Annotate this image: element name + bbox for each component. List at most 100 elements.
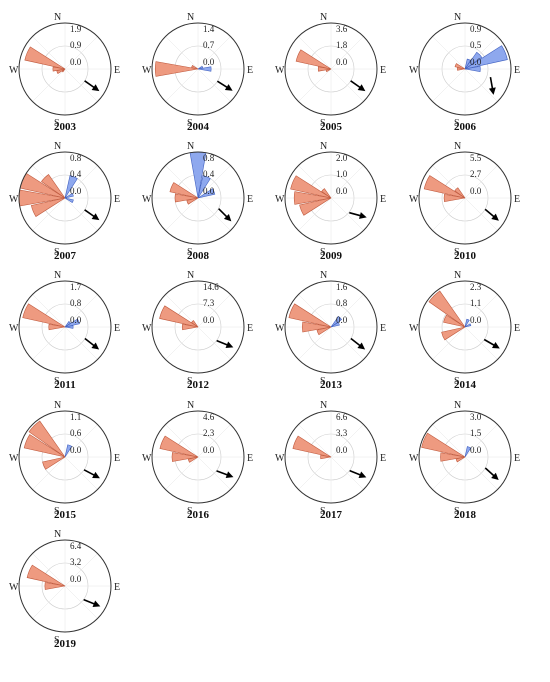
sector-2013-247.5 xyxy=(316,326,332,336)
direction-arrow-head xyxy=(223,213,232,222)
compass-s: S xyxy=(454,376,460,387)
r-tick-label: 0.0 xyxy=(70,57,82,67)
radial-grid-line xyxy=(165,197,199,231)
compass-w: W xyxy=(275,453,285,464)
direction-arrow-head xyxy=(92,600,101,607)
radial-grid-line xyxy=(64,424,98,458)
sector-2015-315 xyxy=(28,420,66,458)
sector-2012-315 xyxy=(191,320,199,328)
sector-2009-315 xyxy=(321,188,332,199)
compass-e: E xyxy=(247,65,253,76)
compass-e: E xyxy=(380,194,386,205)
radial-grid-line xyxy=(64,165,98,199)
sector-2015-292.5 xyxy=(23,434,66,458)
direction-arrow-head xyxy=(224,84,233,91)
wind-rose-2012: 14.6 7.3 0.0 N S E W 2012 xyxy=(142,270,253,391)
r-tick-label: 3.0 xyxy=(470,412,482,422)
radial-grid-line xyxy=(64,197,98,231)
outer-circle xyxy=(151,151,245,245)
outer-circle xyxy=(18,22,112,116)
compass-e: E xyxy=(247,194,253,205)
r-tick-label: 0.0 xyxy=(70,574,82,584)
radial-grid-line xyxy=(197,36,231,70)
radial-grid-line xyxy=(32,197,66,231)
compass-n: N xyxy=(187,12,194,23)
sector-2006-22.5 xyxy=(464,58,471,70)
compass-e: E xyxy=(514,65,520,76)
year-label: 2004 xyxy=(187,121,210,133)
wind-rose-2004: 1.4 0.7 0.0 N S E W 2004 xyxy=(142,12,253,133)
outer-circle xyxy=(418,410,512,504)
compass-s: S xyxy=(54,635,60,646)
sector-2011-45 xyxy=(64,321,71,328)
compass-w: W xyxy=(409,453,419,464)
sector-2007-315 xyxy=(41,174,66,199)
r-tick-label: 2.7 xyxy=(470,169,482,179)
r-tick-label: 0.0 xyxy=(203,186,215,196)
r-tick-label: 3.2 xyxy=(70,557,81,567)
radial-grid-line xyxy=(64,294,98,328)
r-tick-label: 1.9 xyxy=(70,24,82,34)
compass-w: W xyxy=(275,323,285,334)
r-tick-label: 6.4 xyxy=(70,541,82,551)
radial-grid-line xyxy=(32,456,66,490)
year-label: 2016 xyxy=(187,509,210,521)
wind-rose-2006: 0.9 0.5 0.0 N S E W 2006 xyxy=(409,12,520,133)
compass-s: S xyxy=(54,506,60,517)
year-label: 2003 xyxy=(54,121,77,133)
outer-circle xyxy=(151,22,245,116)
radial-grid-line xyxy=(464,197,498,231)
sector-2005-270 xyxy=(317,66,332,72)
direction-arrow-head xyxy=(491,341,500,349)
sector-2012-292.5 xyxy=(159,305,199,328)
radial-grid-line xyxy=(464,456,498,490)
wind-rose-2013: 1.6 0.8 0.0 N S E W 2013 xyxy=(275,270,386,391)
radial-grid-line xyxy=(165,424,199,458)
sector-2008-247.5 xyxy=(186,197,199,205)
compass-e: E xyxy=(380,453,386,464)
compass-s: S xyxy=(320,247,326,258)
sector-2013-292.5 xyxy=(288,303,332,328)
compass-w: W xyxy=(9,65,19,76)
compass-n: N xyxy=(454,12,461,23)
direction-arrow-head xyxy=(357,84,366,92)
outer-circle xyxy=(418,151,512,245)
radial-grid-line xyxy=(330,326,364,360)
radial-grid-line xyxy=(330,68,364,102)
sector-2018-22.5 xyxy=(464,446,472,458)
radial-grid-line xyxy=(165,326,199,360)
r-tick-label: 0.0 xyxy=(70,186,82,196)
compass-e: E xyxy=(380,65,386,76)
radial-grid-line xyxy=(64,585,98,619)
sector-2013-67.5 xyxy=(330,321,340,328)
radial-grid-line xyxy=(464,326,498,360)
r-tick-label: 7.3 xyxy=(203,298,215,308)
radial-grid-line xyxy=(432,197,466,231)
sector-2017-270 xyxy=(320,454,332,460)
compass-n: N xyxy=(320,400,327,411)
wind-rose-2016: 4.6 2.3 0.0 N S E W 2016 xyxy=(142,400,253,521)
compass-w: W xyxy=(409,65,419,76)
compass-e: E xyxy=(114,323,120,334)
compass-e: E xyxy=(114,582,120,593)
sector-2013-45 xyxy=(330,315,343,328)
year-label: 2007 xyxy=(54,250,77,262)
compass-s: S xyxy=(320,118,326,129)
r-tick-label: 0.0 xyxy=(336,315,348,325)
r-tick-label: 0.0 xyxy=(470,315,482,325)
year-label: 2008 xyxy=(187,250,210,262)
year-label: 2018 xyxy=(454,509,477,521)
radial-grid-line xyxy=(432,36,466,70)
compass-e: E xyxy=(380,323,386,334)
wind-rose-2018: 3.0 1.5 0.0 N S E W 2018 xyxy=(409,400,520,521)
year-label: 2011 xyxy=(54,379,75,391)
r-tick-label: 0.0 xyxy=(336,445,348,455)
compass-e: E xyxy=(114,194,120,205)
sector-2019-270 xyxy=(44,582,66,590)
radial-grid-line xyxy=(298,294,332,328)
radial-grid-line xyxy=(432,68,466,102)
sector-2018-292.5 xyxy=(421,432,466,458)
compass-w: W xyxy=(142,65,152,76)
sector-2014-67.5 xyxy=(464,323,472,328)
sector-2014-247.5 xyxy=(441,326,466,341)
